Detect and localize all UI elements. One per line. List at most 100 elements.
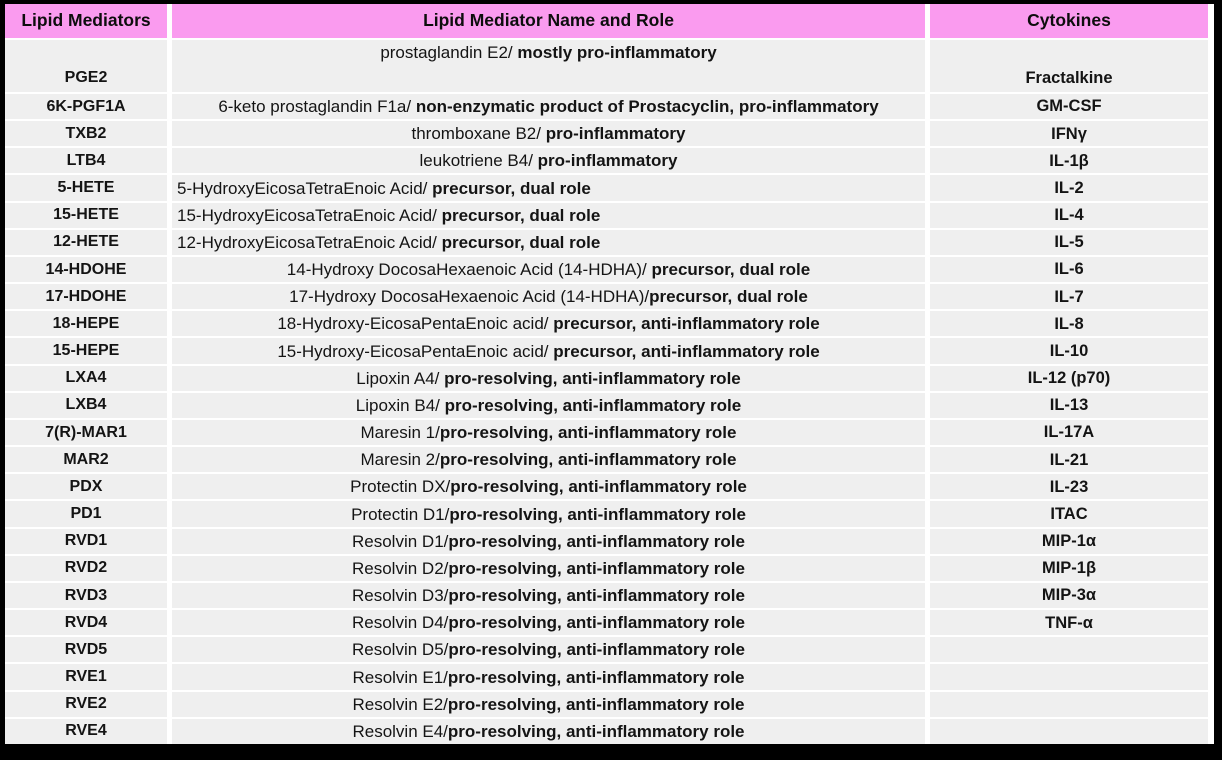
mediator-cell: PD1	[5, 501, 167, 527]
name-role-cell: Lipoxin B4/ pro-resolving, anti-inflamma…	[172, 392, 925, 418]
mediator-cell: PDX	[5, 474, 167, 500]
cytokine-cell: IL-12 (p70)	[930, 365, 1208, 391]
name-role-cell: Resolvin E1/pro-resolving, anti-inflamma…	[172, 664, 925, 690]
mediator-role-text: pro-inflammatory	[537, 151, 678, 171]
mediator-name-text: Maresin 2/	[360, 450, 440, 470]
name-role-cell: Protectin D1/pro-resolving, anti-inflamm…	[172, 501, 925, 527]
cytokine-cell: IL-7	[930, 284, 1208, 310]
mediator-role-text: pro-resolving, anti-inflammatory role	[439, 450, 737, 470]
name-role-cell: Resolvin E4/pro-resolving, anti-inflamma…	[172, 718, 925, 744]
mediator-role-text: precursor, anti-inflammatory role	[553, 314, 820, 334]
name-role-cell: Lipoxin A4/ pro-resolving, anti-inflamma…	[172, 365, 925, 391]
cytokine-cell: GM-CSF	[930, 94, 1208, 120]
name-role-cell: Resolvin E2/pro-resolving, anti-inflamma…	[172, 691, 925, 717]
cytokine-cell: IL-17A	[930, 419, 1208, 446]
mediator-name-text: 17-Hydroxy DocosaHexaenoic Acid (14-HDHA…	[289, 287, 650, 307]
mediator-cell: 18-HEPE	[5, 311, 167, 337]
mediator-cell: 7(R)-MAR1	[5, 419, 167, 446]
mediator-cell: 15-HETE	[5, 202, 167, 228]
mediator-name-text: Resolvin D3/	[352, 586, 449, 606]
mediator-name-text: 12-HydroxyEicosaTetraEnoic Acid/	[177, 232, 442, 252]
mediator-name-text: Resolvin D2/	[352, 558, 449, 578]
mediator-name-text: 15-HydroxyEicosaTetraEnoic Acid/	[177, 205, 442, 225]
mediator-role-text: pro-resolving, anti-inflammatory role	[448, 613, 745, 633]
name-role-cell: leukotriene B4/ pro-inflammatory	[172, 148, 925, 174]
mediator-cell: RVE2	[5, 691, 167, 717]
name-role-cell: 17-Hydroxy DocosaHexaenoic Acid (14-HDHA…	[172, 284, 925, 310]
mediator-role-text: pro-resolving, anti-inflammatory role	[444, 395, 742, 415]
cytokine-cell: IL-21	[930, 447, 1208, 473]
mediator-name-text: Lipoxin B4/	[355, 395, 445, 415]
cytokine-cell: ITAC	[930, 501, 1208, 527]
name-role-cell: Resolvin D4/pro-resolving, anti-inflamma…	[172, 610, 925, 636]
mediator-role-text: pro-resolving, anti-inflammatory role	[444, 368, 741, 388]
name-role-cell: Resolvin D3/pro-resolving, anti-inflamma…	[172, 582, 925, 609]
name-role-cell: prostaglandin E2/ mostly pro-inflammator…	[172, 40, 925, 92]
mediator-cell: RVD5	[5, 637, 167, 663]
cytokine-cell: IL-4	[930, 202, 1208, 228]
mediator-name-text: Lipoxin A4/	[356, 368, 445, 388]
mediator-name-text: 6-keto prostaglandin F1a/	[218, 97, 416, 117]
cytokine-cell	[930, 637, 1208, 663]
name-role-cell: 12-HydroxyEicosaTetraEnoic Acid/ precurs…	[172, 229, 925, 255]
cytokine-cell: MIP-1α	[930, 528, 1208, 554]
mediator-name-text: Resolvin E1/	[352, 667, 448, 687]
name-role-cell: thromboxane B2/ pro-inflammatory	[172, 121, 925, 147]
mediator-name-text: Resolvin D5/	[352, 640, 449, 660]
mediator-role-text: precursor, dual role	[441, 205, 601, 225]
mediator-cell: LTB4	[5, 148, 167, 174]
name-role-cell: Protectin DX/pro-resolving, anti-inflamm…	[172, 474, 925, 500]
header-name-and-role: Lipid Mediator Name and Role	[172, 4, 925, 38]
mediator-name-text: Resolvin D1/	[352, 531, 449, 551]
mediator-cell: 6K-PGF1A	[5, 94, 167, 120]
mediator-name-text: Protectin DX/	[350, 477, 451, 497]
mediator-name-text: Protectin D1/	[351, 504, 450, 524]
mediator-role-text: pro-resolving, anti-inflammatory role	[447, 667, 745, 687]
cytokine-cell	[930, 718, 1208, 744]
mediator-cell: RVD4	[5, 610, 167, 636]
mediator-cell: RVE1	[5, 664, 167, 690]
name-role-cell: 14-Hydroxy DocosaHexaenoic Acid (14-HDHA…	[172, 256, 925, 283]
mediator-role-text: pro-resolving, anti-inflammatory role	[447, 721, 745, 741]
cytokine-cell: IL-2	[930, 175, 1208, 201]
header-lipid-mediators: Lipid Mediators	[5, 4, 167, 38]
mediator-role-text: pro-resolving, anti-inflammatory role	[439, 423, 737, 443]
mediator-cell: LXA4	[5, 365, 167, 391]
mediator-role-text: pro-resolving, anti-inflammatory role	[447, 694, 745, 714]
mediator-name-text: 18-Hydroxy-EicosaPentaEnoic acid/	[277, 314, 554, 334]
cytokine-cell: TNF-α	[930, 610, 1208, 636]
mediator-cell: 15-HEPE	[5, 338, 167, 364]
mediator-role-text: pro-resolving, anti-inflammatory role	[448, 531, 745, 551]
name-role-cell: 6-keto prostaglandin F1a/ non-enzymatic …	[172, 94, 925, 120]
mediator-role-text: mostly pro-inflammatory	[517, 43, 717, 62]
mediator-cell: TXB2	[5, 121, 167, 147]
mediator-role-text: precursor, dual role	[649, 287, 808, 307]
mediator-name-text: Resolvin E4/	[352, 721, 448, 741]
mediator-name-text: thromboxane B2/	[411, 124, 546, 144]
mediator-name-text: 5-HydroxyEicosaTetraEnoic Acid/	[177, 178, 433, 198]
cytokine-cell: IFNγ	[930, 121, 1208, 147]
cytokine-cell: IL-23	[930, 474, 1208, 500]
mediator-name-text: Resolvin D4/	[352, 613, 449, 633]
cytokine-cell	[930, 691, 1208, 717]
name-role-cell: Resolvin D5/pro-resolving, anti-inflamma…	[172, 637, 925, 663]
cytokine-cell: IL-8	[930, 311, 1208, 337]
mediator-role-text: pro-resolving, anti-inflammatory role	[448, 640, 745, 660]
mediator-name-text: Maresin 1/	[360, 423, 440, 443]
lipid-mediator-table: Lipid Mediators Lipid Mediator Name and …	[5, 4, 1214, 744]
name-role-cell: Resolvin D2/pro-resolving, anti-inflamma…	[172, 555, 925, 581]
cytokine-cell: Fractalkine	[930, 40, 1208, 92]
mediator-role-text: pro-resolving, anti-inflammatory role	[449, 504, 746, 524]
cytokine-cell: IL-10	[930, 338, 1208, 364]
cytokine-cell: IL-13	[930, 392, 1208, 418]
mediator-role-text: precursor, dual role	[432, 178, 591, 198]
mediator-cell: 5-HETE	[5, 175, 167, 201]
mediator-cell: RVD3	[5, 582, 167, 609]
mediator-name-text: 14-Hydroxy DocosaHexaenoic Acid (14-HDHA…	[286, 260, 652, 280]
mediator-cell: PGE2	[5, 40, 167, 92]
mediator-role-text: precursor, dual role	[441, 232, 601, 252]
name-role-cell: 5-HydroxyEicosaTetraEnoic Acid/ precurso…	[172, 175, 925, 201]
mediator-cell: MAR2	[5, 447, 167, 473]
mediator-role-text: pro-resolving, anti-inflammatory role	[450, 477, 747, 497]
